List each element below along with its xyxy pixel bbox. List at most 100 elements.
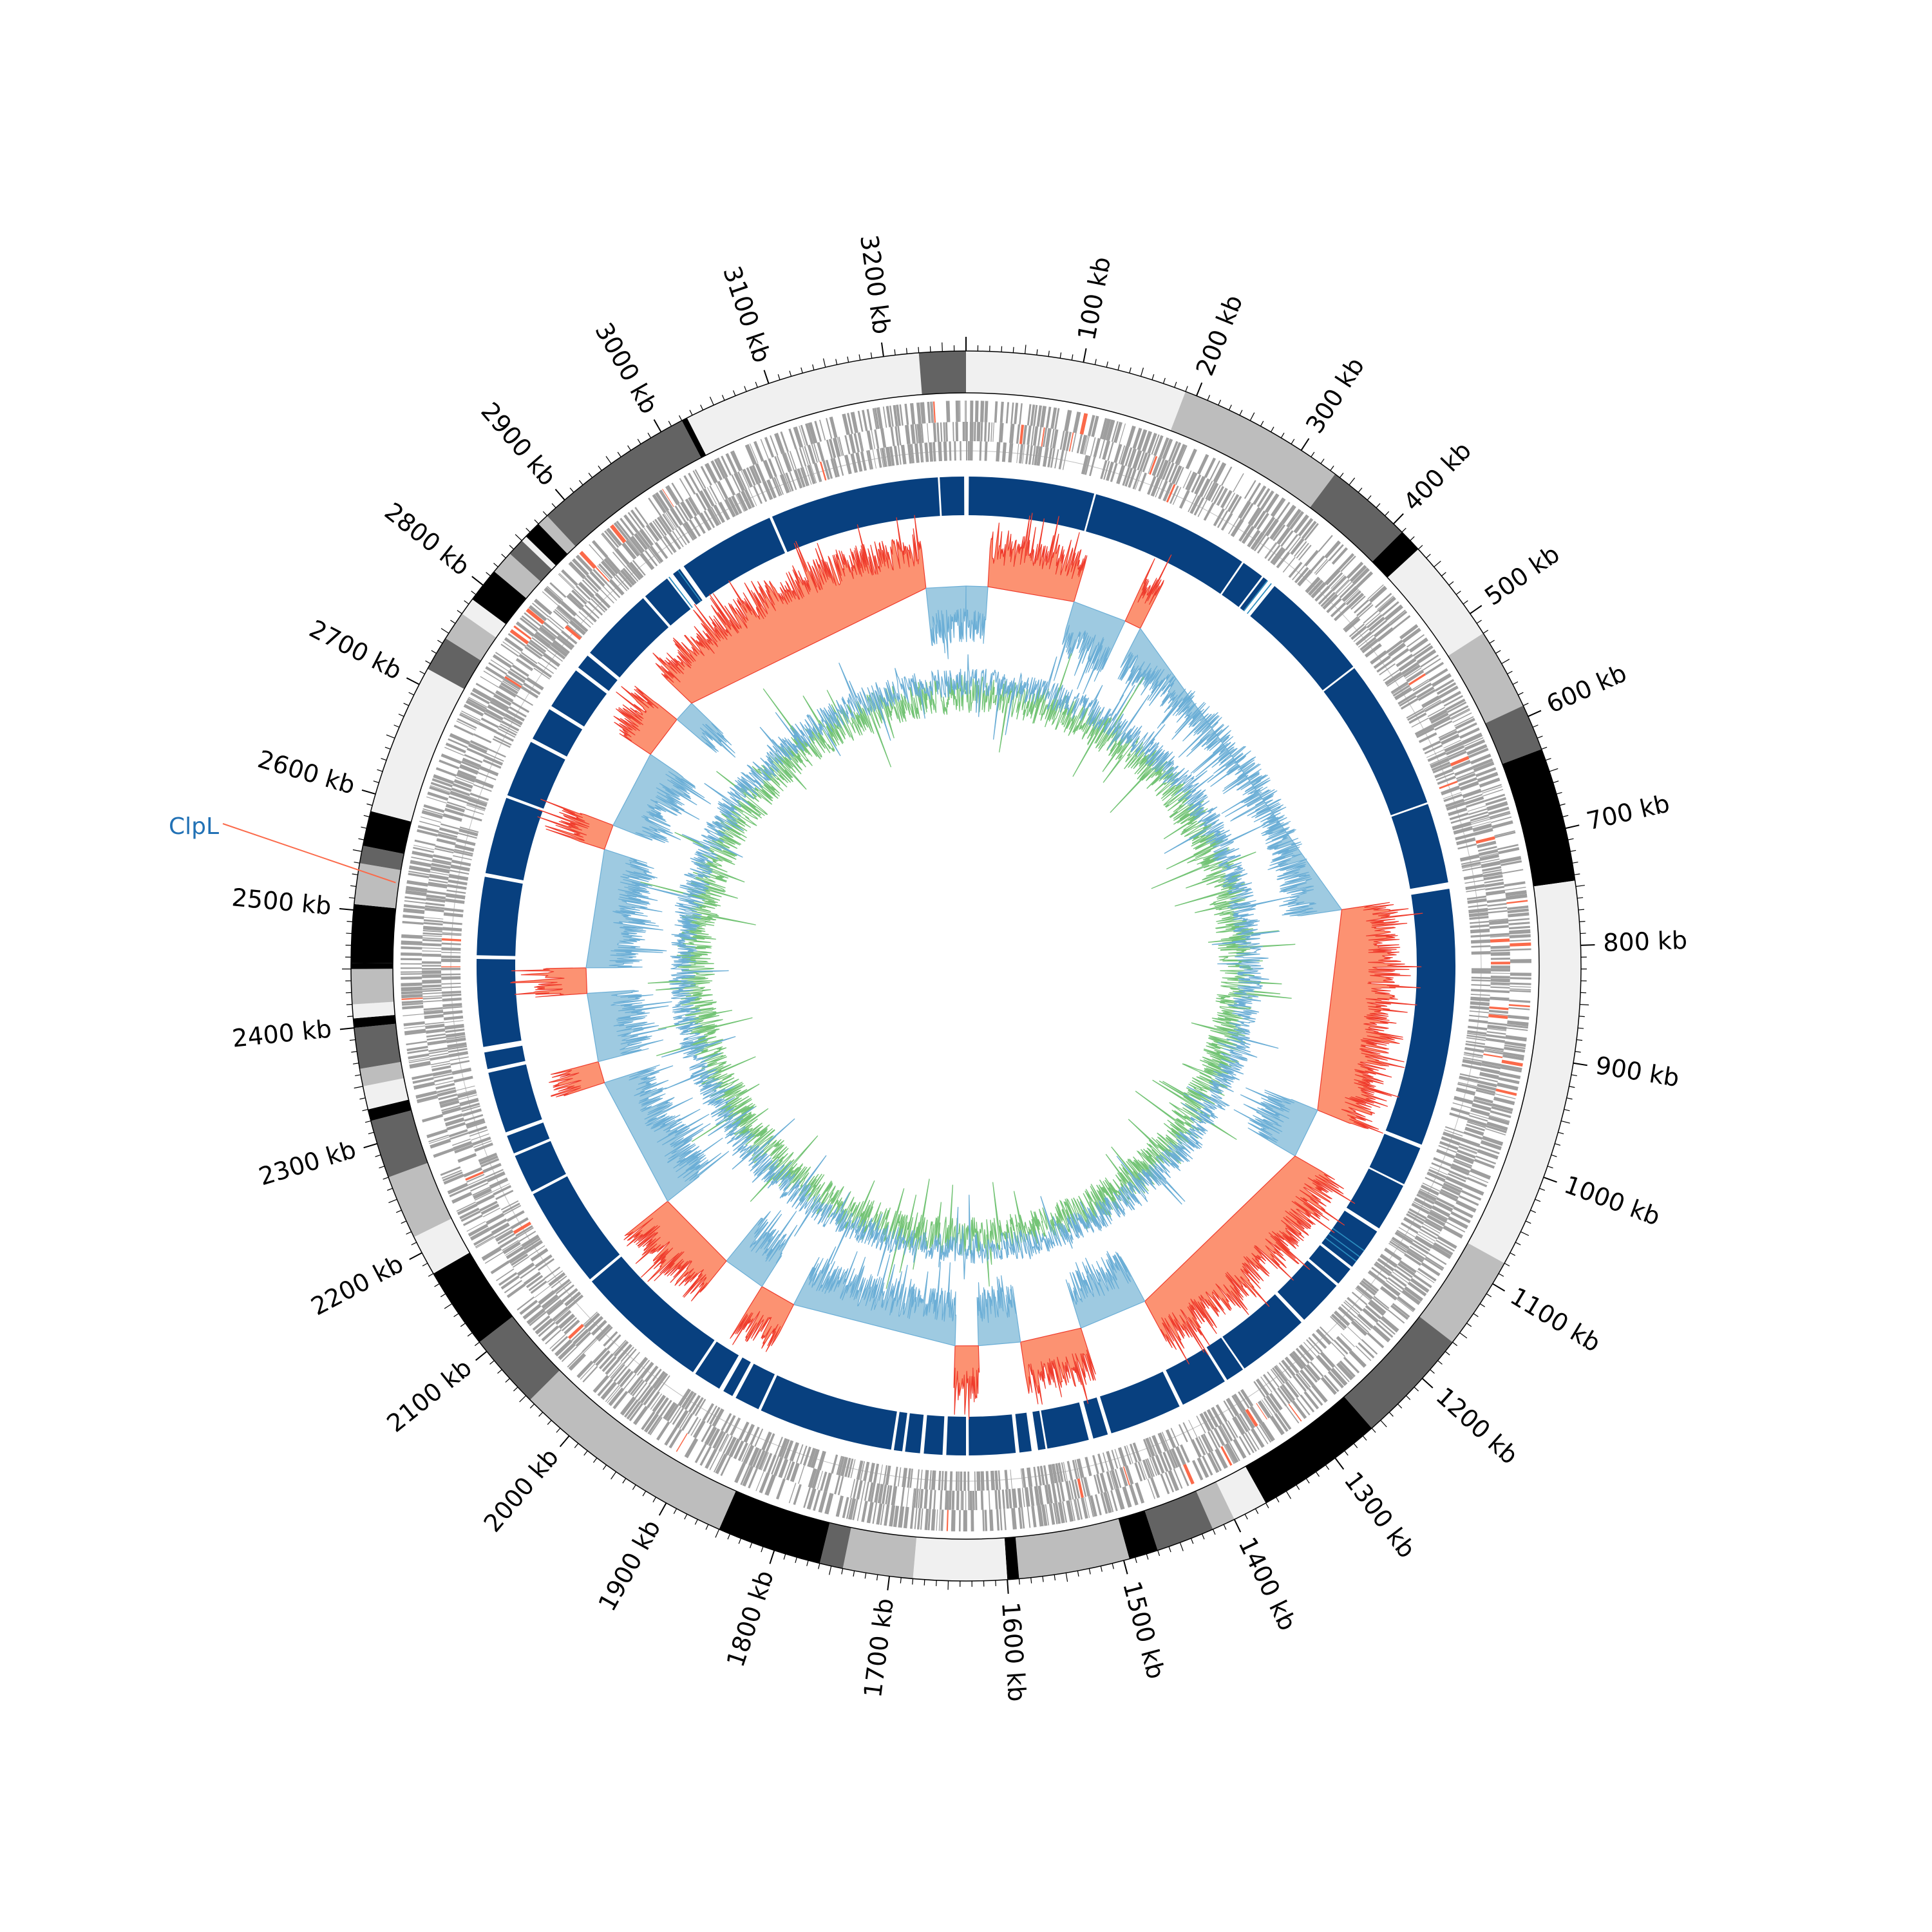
orf-feature [401,990,423,995]
orf-feature [1383,669,1400,681]
orf-feature [1276,502,1291,520]
orf-feature [679,1412,691,1430]
orf-feature [1010,1469,1012,1489]
orf-feature [1485,1037,1506,1043]
orf-feature [622,567,637,584]
orf-feature [1256,488,1271,507]
orf-feature [1510,972,1531,976]
orf-feature [421,965,441,967]
orf-feature [1132,428,1142,450]
orf-feature [1033,404,1038,426]
orf-feature [1100,460,1108,480]
axis-tick [1059,352,1062,359]
orf-feature [1334,1365,1350,1383]
orf-feature [1470,994,1490,996]
orf-feature [430,781,452,791]
orf-feature [968,1490,970,1510]
orf-feature [788,428,797,450]
orf-feature [1014,402,1019,424]
orf-feature [718,502,730,521]
axis-tick [1571,1074,1577,1077]
orf-feature [516,694,533,706]
orf-feature [1304,523,1319,541]
orf-feature [422,968,442,970]
orf-feature [459,1097,479,1106]
orf-feature [1233,1394,1246,1412]
orf-feature [677,526,690,544]
orf-feature [681,1390,695,1409]
band-segment [479,1316,560,1400]
orf-feature [632,560,646,576]
orf-feature [960,1471,963,1491]
axis-tick [383,1177,389,1180]
orf-feature [1408,673,1426,686]
orf-feature [560,600,577,617]
axis-tick [1417,545,1423,550]
orf-feature [1349,623,1365,638]
orf-feature [495,1229,513,1240]
orf-feature [786,1461,795,1481]
orf-feature [1445,744,1464,755]
orf-feature [1300,1369,1314,1387]
axis-tick [1525,1220,1531,1224]
orf-feature [885,1465,891,1485]
orf-feature [996,442,1001,462]
orf-feature [1240,1388,1254,1407]
orf-feature [568,561,586,580]
axis-tick [408,692,414,696]
orf-feature [610,1363,624,1379]
band-segment [913,1537,1008,1581]
orf-feature [1406,634,1425,648]
orf-feature [897,426,902,446]
orf-feature [988,1490,990,1510]
orf-feature [1217,488,1228,506]
tick-label: 800 kb [1603,926,1688,957]
orf-feature [634,507,649,526]
orf-feature [1367,1272,1384,1285]
orf-feature [1461,732,1483,745]
orf-feature [1483,875,1503,881]
orf-feature [406,1045,428,1052]
orf-feature [663,1401,677,1421]
orf-feature [1346,562,1364,579]
orf-feature [1439,781,1458,790]
orf-feature [857,432,863,452]
orf-feature [1087,415,1095,437]
orf-feature [692,1419,706,1439]
orf-feature [807,444,816,464]
orf-feature [1182,470,1192,489]
orf-feature [1282,556,1296,573]
orf-feature [785,452,793,471]
orf-feature [919,443,923,463]
orf-feature [884,1504,890,1526]
orf-feature [654,492,670,512]
orf-feature [1264,542,1277,559]
orf-feature [1479,1077,1498,1083]
orf-feature [1458,777,1477,787]
orf-feature [1386,639,1403,654]
orf-feature [649,1368,662,1385]
orf-feature [1379,1253,1398,1268]
orf-feature [1008,1489,1012,1509]
axis-tick [431,650,437,654]
axis-tick [515,534,522,541]
skew-positive-region [976,1275,1021,1347]
orf-feature [526,1274,544,1289]
orf-feature [1387,675,1404,687]
orf-feature [506,710,525,722]
orf-feature [1052,1502,1058,1524]
orf-feature [799,425,806,446]
orf-feature [422,987,442,990]
orf-feature [690,1418,701,1436]
orf-feature [436,1086,456,1094]
orf-feature [1508,925,1531,930]
orf-feature [403,904,426,909]
orf-feature [467,697,488,710]
orf-feature [649,522,663,540]
axis-tick [1265,1502,1269,1509]
orf-feature [426,796,447,804]
orf-feature [833,457,840,477]
orf-feature [1507,1020,1529,1027]
orf-feature [1454,716,1474,727]
orf-feature [743,1444,755,1464]
